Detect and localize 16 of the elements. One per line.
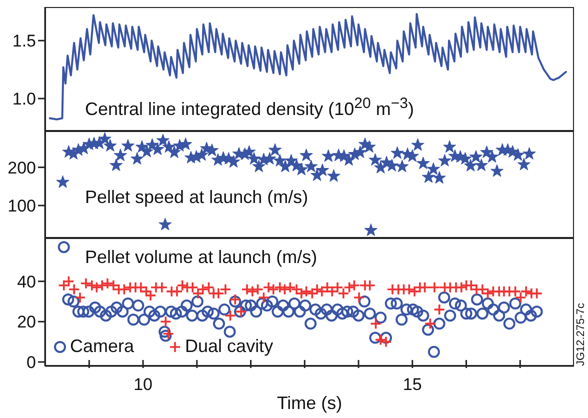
y-tick-label: 1.0 (12, 90, 36, 109)
y-tick-label: 200 (8, 158, 36, 178)
y-tick-label: 1.5 (12, 32, 36, 51)
y-tick-label: 0 (26, 353, 36, 372)
legend-label: Camera (70, 336, 134, 357)
legend-label: Dual cavity (185, 336, 274, 357)
x-tick-label: 15 (402, 375, 422, 394)
annotation: Pellet speed at launch (m/s) (85, 186, 308, 208)
annotation: Pellet volume at launch (m/s) (85, 246, 318, 268)
x-tick-label: 10 (134, 375, 153, 394)
y-tick-label: 20 (17, 312, 36, 332)
x-axis-title: Time (s) (276, 393, 342, 413)
text: JG12.275-7c (575, 303, 587, 366)
annotation: Central line integrated density (10$^{20}$ m$^{−3}$) (85, 94, 414, 120)
y-tick-label: 40 (17, 272, 36, 292)
y-tick-label: 100 (8, 196, 36, 216)
